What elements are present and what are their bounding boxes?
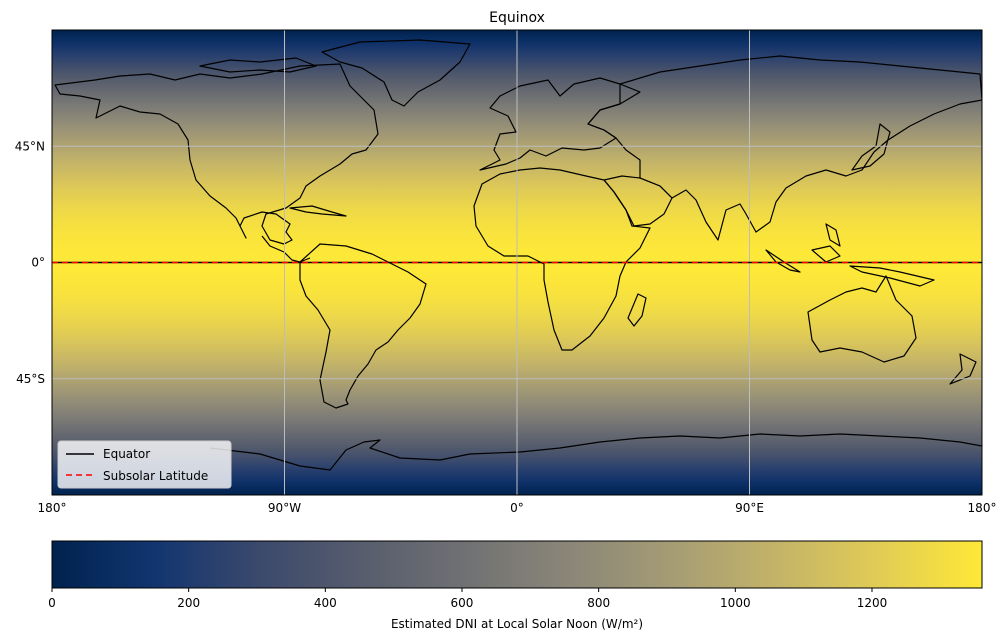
arctic-islands-coastline — [199, 57, 317, 73]
latitude-tick-label: 45°N — [15, 139, 45, 153]
colorbar-tick-label: 1200 — [857, 596, 888, 610]
legend-box — [57, 440, 232, 489]
longitude-tick-label: 0° — [510, 501, 524, 515]
legend-subsolar-label: Subsolar Latitude — [103, 469, 208, 483]
colorbar-label: Estimated DNI at Local Solar Noon (W/m²) — [391, 617, 643, 631]
latitude-tick-labels: 45°N 0° 45°S — [15, 139, 45, 386]
colorbar-tick-label: 0 — [48, 596, 56, 610]
latitude-tick-label: 0° — [31, 256, 45, 270]
longitude-tick-labels: 180° 90°W 0° 90°E 180° — [38, 501, 997, 515]
southeast-asia-islands-coastline — [765, 223, 935, 287]
colorbar-tick-label: 200 — [177, 596, 200, 610]
africa-coastline — [473, 167, 651, 351]
new-zealand-coastline — [949, 353, 977, 385]
longitude-tick-label: 90°E — [735, 501, 764, 515]
colorbar-tick-label: 600 — [451, 596, 474, 610]
map-frame — [51, 29, 983, 496]
colorbar-bar — [51, 540, 983, 589]
longitude-tick-label: 90°W — [268, 501, 301, 515]
colorbar-tick-label: 400 — [314, 596, 337, 610]
colorbar-tick-label: 800 — [587, 596, 610, 610]
asia-coastline — [587, 55, 982, 241]
legend: Equator Subsolar Latitude — [57, 440, 232, 489]
australia-coastline — [807, 275, 917, 363]
colorbar-ticks: 0 200 400 600 800 1000 1200 — [48, 588, 887, 610]
colorbar: 0 200 400 600 800 1000 1200 Estimated DNI at L… — [48, 540, 983, 631]
antarctica-coastline — [209, 433, 982, 471]
latitude-tick-label: 45°S — [16, 372, 45, 386]
longitude-tick-label: 180° — [38, 501, 67, 515]
madagascar-coastline — [627, 293, 647, 327]
greenland-coastline — [321, 39, 471, 107]
south-america-coastline — [299, 243, 427, 409]
map-title: Equinox — [489, 10, 545, 26]
europe-coastline — [479, 77, 641, 171]
map-plot-area — [52, 30, 982, 495]
longitude-tick-label: 180° — [968, 501, 997, 515]
legend-equator-label: Equator — [103, 447, 150, 461]
caribbean-coastline — [289, 205, 347, 217]
colorbar-tick-label: 1000 — [720, 596, 751, 610]
japan-coastline — [851, 123, 891, 171]
arabia-coastline — [603, 175, 673, 227]
central-america-coastline — [261, 235, 311, 263]
coastlines — [54, 39, 982, 471]
